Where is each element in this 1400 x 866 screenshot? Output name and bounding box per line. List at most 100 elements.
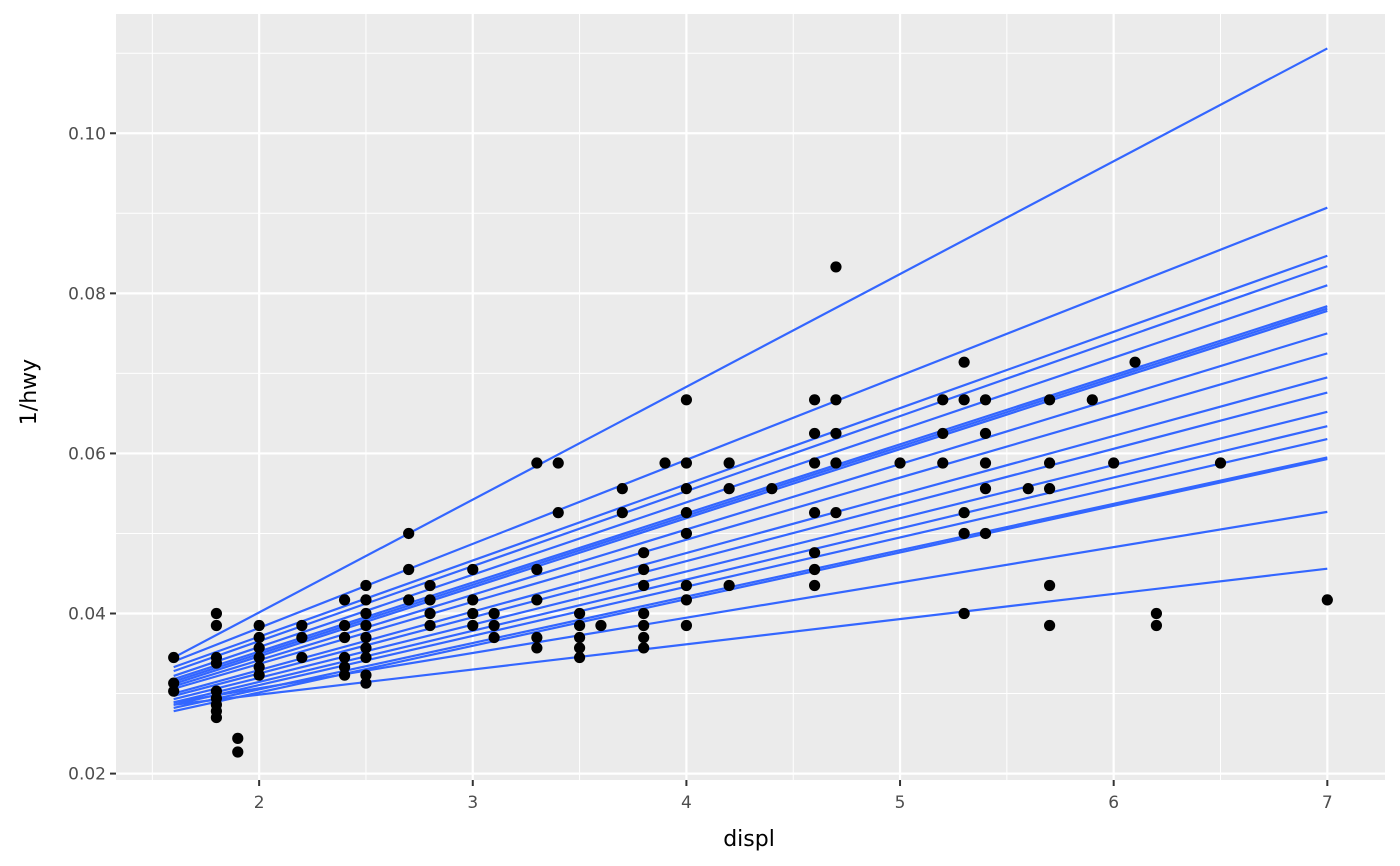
data-point	[1043, 457, 1056, 469]
data-point	[808, 563, 821, 576]
data-point	[830, 261, 842, 273]
data-point	[680, 594, 693, 606]
data-point	[360, 651, 372, 664]
data-point	[1150, 607, 1163, 620]
data-point	[488, 619, 500, 632]
data-point	[638, 631, 650, 644]
x-tick-label: 6	[1108, 793, 1119, 813]
data-point	[552, 507, 564, 519]
data-point	[958, 394, 970, 406]
data-point	[937, 394, 949, 406]
data-point	[360, 642, 372, 654]
data-point	[937, 457, 949, 469]
data-point	[894, 457, 906, 469]
data-point	[659, 457, 671, 469]
fit-line-1	[173, 47, 1328, 659]
data-point	[360, 579, 372, 592]
data-point	[1150, 619, 1163, 632]
data-point	[638, 547, 650, 559]
data-point	[168, 685, 180, 697]
data-point	[1321, 594, 1333, 606]
data-point	[1086, 394, 1098, 406]
data-point	[830, 507, 842, 519]
data-point	[253, 661, 265, 673]
data-point	[958, 356, 970, 368]
x-tick-label: 3	[467, 793, 478, 813]
data-point	[680, 579, 693, 592]
data-point	[531, 457, 543, 469]
data-point	[296, 619, 308, 632]
data-point	[360, 631, 372, 644]
data-point	[573, 642, 586, 654]
x-axis-ticks: 2 3 4 5 6 7	[254, 780, 1333, 813]
data-point	[1043, 579, 1056, 592]
data-point	[808, 427, 821, 440]
data-point	[531, 594, 543, 606]
data-point	[680, 483, 693, 495]
data-point	[830, 427, 842, 440]
data-point	[830, 394, 842, 406]
x-axis-title: displ	[723, 827, 775, 852]
data-point	[424, 619, 436, 632]
data-point	[210, 711, 223, 724]
data-point	[979, 427, 992, 440]
data-point	[616, 507, 628, 519]
y-axis-ticks: 0.02 0.04 0.06 0.08 0.10	[68, 124, 116, 785]
data-point	[937, 427, 949, 440]
data-point	[979, 483, 992, 495]
data-point	[488, 607, 500, 620]
x-tick-label: 2	[254, 793, 265, 813]
data-point	[360, 669, 372, 681]
data-point	[638, 642, 650, 654]
data-point	[573, 651, 586, 664]
data-point	[979, 394, 992, 406]
data-point	[360, 677, 372, 689]
data-point	[253, 619, 265, 632]
data-point	[168, 677, 180, 689]
data-point	[296, 631, 308, 644]
data-point	[232, 746, 244, 758]
fit-line-7	[173, 307, 1328, 683]
data-point	[723, 457, 735, 469]
data-point	[1214, 457, 1227, 469]
data-point	[1108, 457, 1120, 469]
y-tick-label: 0.10	[68, 124, 106, 144]
x-tick-label: 7	[1322, 793, 1333, 813]
data-point	[403, 527, 415, 540]
data-point	[808, 457, 821, 469]
data-point	[488, 631, 500, 644]
data-point	[253, 642, 265, 654]
data-point	[595, 619, 607, 632]
data-point	[638, 579, 650, 592]
minor-gridlines	[116, 14, 1385, 780]
data-point	[338, 619, 351, 632]
data-point	[958, 607, 970, 620]
data-point	[638, 607, 650, 620]
data-point	[766, 483, 778, 495]
data-point	[531, 563, 543, 576]
data-point	[680, 457, 693, 469]
data-point	[210, 607, 223, 620]
data-point	[638, 563, 650, 576]
data-point	[403, 594, 415, 606]
data-point	[360, 619, 372, 632]
data-point	[338, 661, 351, 673]
y-tick-label: 0.04	[68, 605, 106, 625]
data-point	[168, 651, 180, 664]
data-point	[338, 669, 351, 681]
data-point	[1043, 394, 1056, 406]
y-tick-label: 0.02	[68, 765, 106, 785]
data-point	[680, 527, 693, 540]
data-point	[531, 631, 543, 644]
data-point	[360, 607, 372, 620]
data-point	[210, 619, 223, 632]
y-axis-title: 1/hwy	[17, 359, 42, 425]
data-point	[979, 457, 992, 469]
data-point	[467, 563, 479, 576]
data-point	[723, 579, 735, 592]
data-point	[403, 563, 415, 576]
data-point	[338, 594, 351, 606]
data-point	[552, 457, 564, 469]
data-point	[808, 579, 821, 592]
